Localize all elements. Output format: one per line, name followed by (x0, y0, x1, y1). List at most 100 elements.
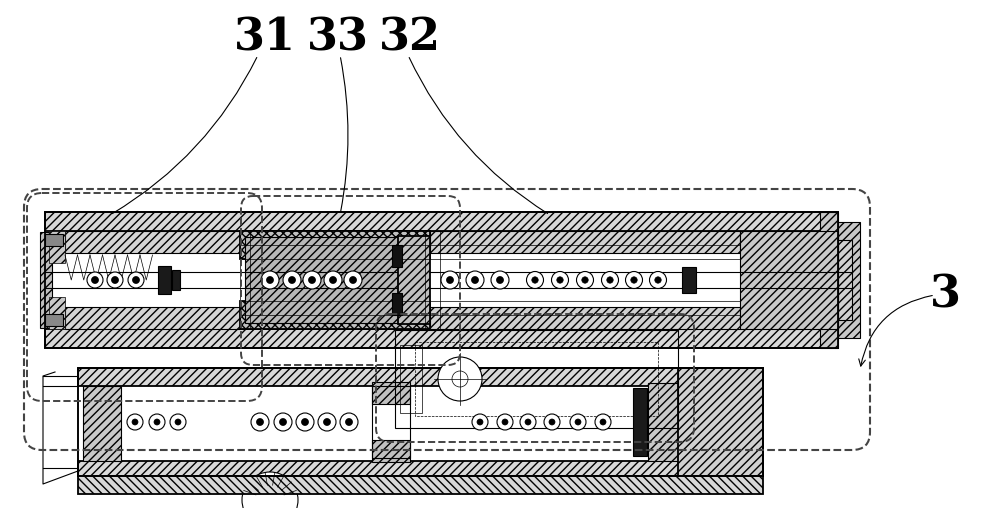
Circle shape (266, 276, 274, 283)
Circle shape (650, 271, 666, 289)
Bar (415, 342, 658, 416)
Circle shape (570, 414, 586, 430)
Circle shape (127, 414, 143, 430)
Bar (372, 382, 410, 404)
Circle shape (296, 413, 314, 431)
Bar (240, 301, 430, 329)
Circle shape (303, 271, 321, 289)
Circle shape (170, 414, 186, 430)
Circle shape (302, 419, 308, 426)
Circle shape (549, 419, 555, 425)
Bar (78, 476, 763, 494)
Bar (633, 388, 647, 456)
Bar (400, 345, 422, 413)
Text: 33: 33 (307, 16, 369, 59)
Bar (430, 307, 740, 329)
Circle shape (87, 272, 103, 288)
Circle shape (626, 271, 642, 289)
Circle shape (655, 277, 661, 283)
Circle shape (280, 419, 287, 426)
Circle shape (532, 277, 538, 283)
Bar (430, 231, 740, 253)
Bar (45, 234, 63, 246)
Circle shape (330, 276, 336, 283)
Bar (45, 314, 63, 326)
Circle shape (175, 419, 181, 425)
Circle shape (324, 419, 330, 426)
Circle shape (582, 277, 588, 283)
Circle shape (283, 271, 301, 289)
Bar (78, 368, 763, 476)
Circle shape (154, 419, 160, 425)
Bar (45, 212, 838, 348)
Circle shape (576, 271, 594, 289)
Circle shape (502, 419, 508, 425)
Bar (398, 236, 430, 324)
Circle shape (491, 271, 509, 289)
Bar (392, 293, 402, 315)
Bar (158, 266, 171, 294)
Bar (83, 386, 121, 461)
Circle shape (602, 271, 618, 289)
Bar (78, 461, 763, 476)
Bar (372, 386, 410, 458)
Circle shape (438, 357, 482, 401)
Text: 3: 3 (930, 273, 960, 316)
Circle shape (324, 271, 342, 289)
Circle shape (544, 414, 560, 430)
Circle shape (242, 472, 298, 508)
Circle shape (557, 277, 563, 283)
Bar (820, 212, 838, 348)
Circle shape (149, 414, 165, 430)
Circle shape (552, 271, 568, 289)
Circle shape (340, 413, 358, 431)
Bar (740, 231, 838, 329)
Circle shape (472, 414, 488, 430)
Circle shape (477, 419, 483, 425)
Circle shape (452, 371, 468, 387)
Circle shape (441, 271, 459, 289)
Bar (45, 212, 838, 231)
Bar (49, 297, 65, 329)
Circle shape (92, 276, 98, 283)
Circle shape (344, 271, 362, 289)
Circle shape (607, 277, 613, 283)
Bar (78, 368, 763, 386)
Circle shape (128, 272, 144, 288)
Bar (372, 440, 410, 462)
Bar (838, 222, 860, 338)
Circle shape (261, 271, 279, 289)
Circle shape (595, 414, 611, 430)
Circle shape (526, 271, 544, 289)
Circle shape (132, 419, 138, 425)
Circle shape (472, 276, 479, 283)
Bar (395, 330, 678, 428)
Text: 32: 32 (379, 16, 441, 59)
Bar (45, 329, 838, 348)
Circle shape (288, 276, 296, 283)
Circle shape (520, 414, 536, 430)
Bar (648, 383, 678, 461)
Circle shape (274, 413, 292, 431)
Circle shape (350, 276, 356, 283)
Circle shape (346, 419, 352, 426)
Circle shape (112, 276, 119, 283)
Bar (392, 245, 402, 267)
Bar (838, 240, 852, 320)
Bar (49, 231, 65, 263)
Circle shape (446, 276, 454, 283)
Circle shape (525, 419, 531, 425)
Circle shape (631, 277, 637, 283)
Circle shape (251, 413, 269, 431)
Bar (65, 231, 240, 253)
Circle shape (497, 414, 513, 430)
Circle shape (318, 413, 336, 431)
Bar (682, 267, 696, 293)
Circle shape (466, 271, 484, 289)
Circle shape (496, 276, 504, 283)
Bar (245, 237, 425, 323)
Circle shape (132, 276, 140, 283)
Circle shape (308, 276, 316, 283)
Text: 31: 31 (234, 16, 296, 59)
Bar (678, 368, 763, 476)
